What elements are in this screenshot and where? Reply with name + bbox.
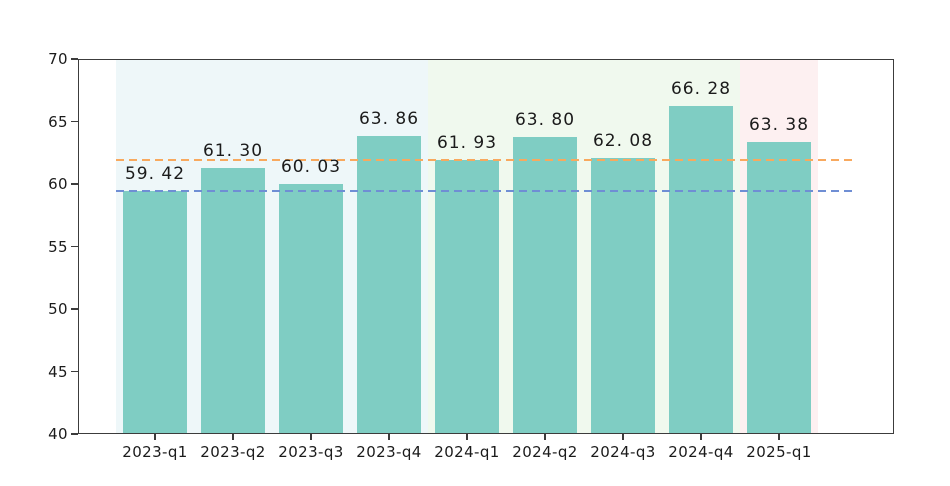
x-tick-mark — [154, 434, 156, 440]
bar-value-label: 62. 08 — [592, 131, 654, 151]
x-tick-mark — [544, 434, 546, 440]
x-tick-label-2023-q2: 2023-q2 — [200, 443, 266, 461]
refline-2023-baseline — [116, 190, 857, 193]
x-tick-label-2024-q3: 2024-q3 — [590, 443, 656, 461]
bar-2023-q1 — [123, 191, 187, 434]
y-tick-mark — [71, 120, 78, 123]
bar-2023-q4 — [357, 135, 421, 434]
x-tick-mark — [388, 434, 390, 440]
bar-value-label: 60. 03 — [280, 156, 342, 177]
bar-2024-q3 — [591, 158, 655, 434]
y-tick-label-50: 50 — [48, 300, 68, 318]
bar-2023-q3 — [279, 183, 343, 434]
y-tick-label-65: 65 — [48, 112, 68, 131]
x-tick-label-2023-q4: 2023-q4 — [356, 443, 422, 461]
bar-2025-q1 — [747, 141, 811, 434]
bar-value-label: 63. 86 — [358, 108, 420, 129]
bar-value-label: 63. 80 — [514, 109, 576, 130]
y-tick-label-55: 55 — [48, 237, 68, 256]
y-tick-mark — [71, 308, 78, 310]
y-tick-label-70: 70 — [48, 50, 68, 68]
y-tick-label-45: 45 — [48, 362, 68, 381]
x-tick-label-2025-q1: 2025-q1 — [746, 443, 812, 461]
bar-value-label: 63. 38 — [748, 114, 810, 135]
x-tick-mark — [232, 434, 234, 440]
y-tick-label-60: 60 — [48, 175, 68, 193]
y-tick-label-40: 40 — [48, 425, 68, 443]
refline-2024-baseline — [116, 158, 857, 161]
bar-value-label: 61. 93 — [436, 132, 498, 153]
x-tick-mark — [778, 434, 780, 440]
bar-value-label: 66. 28 — [670, 78, 732, 99]
bar-value-label: 61. 30 — [202, 140, 264, 161]
bar-2024-q2 — [513, 136, 577, 434]
bar-2024-q1 — [435, 159, 499, 434]
x-tick-label-2024-q1: 2024-q1 — [434, 443, 500, 461]
x-tick-mark — [310, 434, 312, 440]
x-tick-label-2024-q4: 2024-q4 — [668, 443, 734, 461]
x-tick-label-2024-q2: 2024-q2 — [512, 443, 578, 461]
y-tick-mark — [71, 370, 78, 373]
bar-2023-q2 — [201, 167, 265, 434]
x-tick-mark — [700, 434, 702, 440]
x-tick-mark — [622, 434, 624, 440]
y-tick-mark — [71, 433, 78, 435]
x-tick-label-2023-q1: 2023-q1 — [122, 443, 188, 461]
bar-2024-q4 — [669, 105, 733, 434]
y-tick-mark — [71, 58, 78, 60]
x-tick-mark — [466, 434, 468, 440]
plot-area: 59. 42 61. 30 60. 03 63. 86 61. 93 63. 80 62. … — [78, 59, 894, 434]
y-tick-mark — [71, 183, 78, 185]
y-tick-mark — [71, 245, 78, 248]
x-tick-label-2023-q3: 2023-q3 — [278, 443, 344, 461]
bar-value-label: 59. 42 — [124, 164, 186, 185]
